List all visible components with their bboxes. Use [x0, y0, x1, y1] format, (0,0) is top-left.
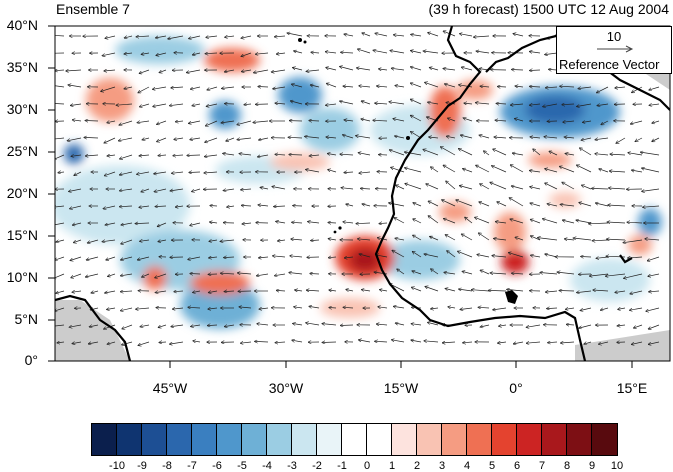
reference-vector-magnitude: 10: [557, 29, 671, 44]
colorbar-tick-label: 0: [355, 460, 379, 472]
colorbar-swatch: [317, 424, 342, 455]
wind-vector-arrow: [310, 274, 319, 275]
colorbar-swatch: [567, 424, 592, 455]
y-tick-label: 25°N: [0, 143, 38, 159]
colorbar-tick-label: 10: [605, 460, 629, 472]
colorbar-swatch: [542, 424, 567, 455]
colorbar-swatch: [142, 424, 167, 455]
wind-vector-arrow: [309, 121, 319, 122]
colorbar-swatch: [292, 424, 317, 455]
y-tick-label: 5°N: [0, 311, 38, 327]
colorbar-swatch: [392, 424, 417, 455]
colorbar-swatch: [267, 424, 292, 455]
wind-vector-arrow: [85, 121, 98, 122]
wind-vector-arrow: [530, 70, 540, 71]
wind-vector-arrow: [328, 223, 336, 224]
colorbar-swatch: [442, 424, 467, 455]
colorbar-swatch: [192, 424, 217, 455]
reference-vector-box: 10 Reference Vector: [556, 26, 672, 74]
colorbar-tick-label: 9: [580, 460, 604, 472]
y-tick-label: 15°N: [0, 227, 38, 243]
wind-vector-arrow: [289, 155, 302, 156]
reference-arrow-icon: [595, 45, 635, 53]
colorbar-swatch: [517, 424, 542, 455]
colorbar-swatch: [217, 424, 242, 455]
colorbar-tick-label: -9: [130, 460, 154, 472]
wind-vector-arrow: [559, 291, 574, 292]
wind-vector-arrow: [189, 172, 200, 173]
x-tick-label: 0°: [486, 380, 546, 396]
colorbar-swatch: [467, 424, 492, 455]
colorbar-tick-label: 3: [430, 460, 454, 472]
colorbar-tick-label: -1: [330, 460, 354, 472]
colorbar-swatch: [492, 424, 517, 455]
colorbar: [91, 423, 618, 456]
wind-vector-arrow: [322, 342, 336, 343]
colorbar-tick-label: 2: [405, 460, 429, 472]
colorbar-tick-label: -5: [230, 460, 254, 472]
wind-vector-arrow: [498, 87, 507, 88]
wind-vector-arrow: [258, 87, 268, 88]
y-tick-label: 30°N: [0, 101, 38, 117]
colorbar-swatch: [367, 424, 392, 455]
wind-vector-arrow: [190, 274, 200, 275]
colorbar-tick-label: -10: [105, 460, 129, 472]
map-field-area: [49, 26, 670, 361]
colorbar-tick-label: -7: [180, 460, 204, 472]
colorbar-swatch: [592, 424, 617, 455]
colorbar-tick-label: -6: [205, 460, 229, 472]
colorbar-tick-label: 4: [455, 460, 479, 472]
colorbar-tick-label: 7: [530, 460, 554, 472]
colorbar-swatch: [92, 424, 117, 455]
x-tick-label: 15°E: [602, 380, 662, 396]
colorbar-swatch: [242, 424, 267, 455]
colorbar-tick-label: 5: [480, 460, 504, 472]
colorbar-tick-label: 1: [380, 460, 404, 472]
x-tick-label: 45°W: [140, 380, 200, 396]
colorbar-tick-label: -2: [305, 460, 329, 472]
colorbar-tick-label: -3: [280, 460, 304, 472]
x-tick-label: 30°W: [256, 380, 316, 396]
colorbar-swatch: [167, 424, 192, 455]
colorbar-swatch: [417, 424, 442, 455]
wind-vector-arrow: [159, 342, 166, 343]
wind-vector-arrow: [210, 206, 217, 207]
wind-vector-arrow: [187, 155, 200, 156]
colorbar-tick-label: -8: [155, 460, 179, 472]
colorbar-tick-label: 8: [555, 460, 579, 472]
colorbar-swatch: [342, 424, 367, 455]
wind-vector-arrow: [329, 308, 336, 309]
y-tick-label: 20°N: [0, 185, 38, 201]
wind-vector-arrow: [340, 325, 353, 326]
y-tick-label: 40°N: [0, 17, 38, 33]
y-tick-label: 10°N: [0, 269, 38, 285]
colorbar-tick-label: -4: [255, 460, 279, 472]
colorbar-tick-label: 6: [505, 460, 529, 472]
colorbar-swatch: [117, 424, 142, 455]
wind-vector-arrow: [512, 70, 523, 71]
y-tick-label: 35°N: [0, 59, 38, 75]
y-tick-label: 0°: [0, 352, 38, 368]
reference-vector-label: Reference Vector: [559, 57, 659, 72]
wind-vector-arrow: [581, 257, 591, 258]
x-tick-label: 15°W: [371, 380, 431, 396]
